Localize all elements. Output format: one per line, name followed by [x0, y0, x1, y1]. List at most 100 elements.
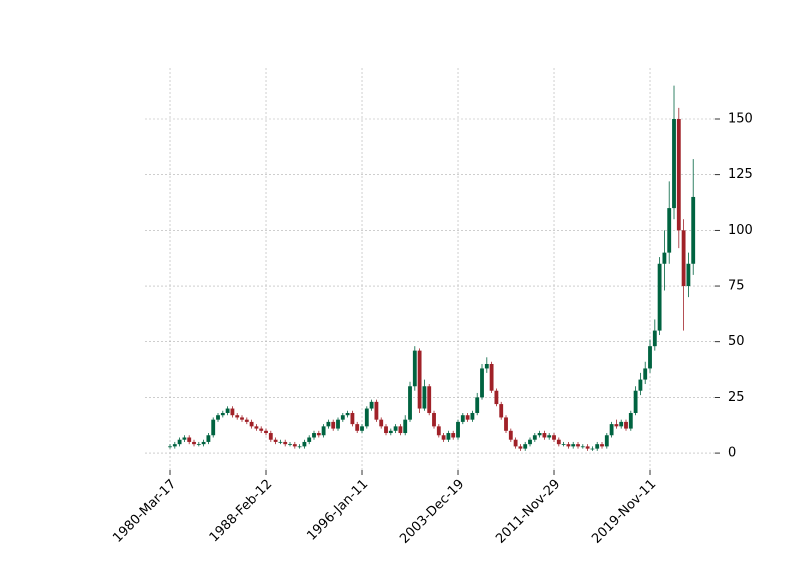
candle-body [249, 421, 254, 427]
candle-body [345, 412, 350, 416]
candle-body [624, 421, 628, 429]
candle-body [355, 424, 360, 431]
candle-body [177, 439, 182, 445]
y-tick-label: 25 [728, 390, 745, 405]
y-tick-label: 75 [728, 279, 745, 294]
candle-body [672, 119, 676, 209]
candle-body [652, 330, 657, 347]
candle-body [350, 412, 355, 425]
candle-body [556, 439, 561, 445]
y-tick-label: 125 [728, 167, 753, 182]
candle-body [427, 386, 432, 413]
candle-body [662, 252, 667, 264]
candle-body [254, 426, 259, 429]
candle-body [360, 426, 364, 431]
candle-body [456, 421, 460, 438]
y-tick-label: 100 [728, 223, 753, 238]
candle-body [561, 444, 566, 445]
candle-body [187, 437, 192, 442]
candle-body [552, 435, 556, 440]
candle-body [384, 426, 388, 434]
candle-body [331, 421, 336, 429]
candle-body [614, 424, 619, 427]
candle-body [667, 208, 672, 253]
candle-body [542, 433, 547, 438]
candle-body [336, 419, 340, 429]
candle-body [436, 426, 441, 436]
candle-body [465, 415, 470, 420]
candle-body [494, 390, 499, 405]
candle-body [446, 433, 451, 440]
candle-body [264, 430, 268, 434]
candle-body [307, 437, 312, 442]
candle-body [408, 386, 412, 420]
candle-body [657, 263, 662, 331]
candle-body [499, 404, 504, 418]
candle-body [604, 435, 609, 447]
candle-body [220, 412, 225, 416]
candle-body [648, 346, 652, 369]
candle-body [388, 430, 393, 434]
candle-body [460, 415, 465, 422]
candle-body [528, 439, 532, 445]
candle-body [230, 408, 235, 416]
candle-body [571, 444, 576, 447]
candle-body [364, 408, 369, 427]
candle-body [297, 446, 302, 448]
candle-body [374, 401, 379, 420]
candle-body [475, 397, 480, 413]
candle-body [518, 446, 523, 449]
candle-body [196, 444, 201, 445]
candle-body [504, 417, 508, 431]
candle-body [273, 439, 278, 442]
candle-body [235, 415, 240, 418]
candle-body [369, 401, 374, 409]
candle-body [576, 444, 580, 447]
candle-body [225, 408, 230, 413]
candle-body [537, 433, 542, 436]
candle-body [244, 419, 249, 422]
candle-body [590, 448, 595, 450]
candle-body [609, 424, 614, 436]
x-tick-label: 1996-Jan-11 [304, 477, 371, 544]
candle-body [259, 428, 264, 431]
candle-body [619, 421, 624, 427]
candle-body [292, 444, 297, 447]
candle-body [628, 412, 633, 429]
candle-body [600, 444, 604, 447]
candle-body [192, 441, 196, 445]
candle-body [547, 435, 552, 438]
candle-body [312, 433, 316, 438]
y-tick-label: 50 [728, 334, 745, 349]
candle-body [681, 230, 686, 287]
candle-body [523, 444, 528, 449]
candle-body [283, 441, 288, 445]
candle-body [398, 426, 403, 434]
candle-body [676, 119, 681, 231]
candle-body [201, 441, 206, 445]
candle-body [566, 444, 571, 447]
candle-body [441, 435, 446, 440]
candle-body [216, 415, 220, 420]
candle-body [585, 446, 590, 449]
x-tick-label: 1988-Feb-12 [207, 477, 276, 546]
y-tick-label: 150 [728, 112, 753, 127]
candle-body [643, 368, 648, 380]
x-tick-label: 2019-Nov-11 [589, 477, 659, 547]
candle-body [268, 433, 273, 440]
candle-body [302, 441, 307, 447]
x-tick-label: 2011-Nov-29 [493, 477, 563, 547]
candle-body [326, 421, 331, 427]
candle-body [168, 446, 172, 448]
x-tick-label: 1980-Mar-17 [110, 477, 179, 546]
candle-body [340, 415, 345, 420]
candle-body [403, 419, 408, 434]
candle-body [480, 368, 484, 398]
candle-body [278, 441, 283, 443]
candle-body [182, 437, 187, 440]
candle-body [580, 446, 585, 448]
candle-body [240, 417, 244, 420]
candle-body [513, 439, 518, 447]
y-tick-label: 0 [728, 446, 736, 461]
candle-body [417, 350, 422, 409]
